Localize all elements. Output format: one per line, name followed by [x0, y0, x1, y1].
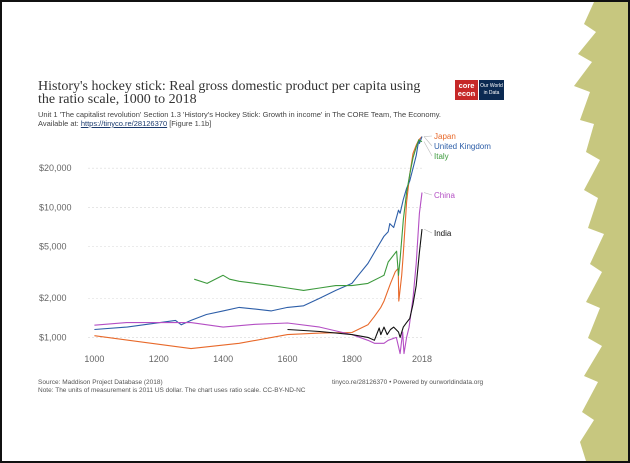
decorative-leaf-border	[574, 2, 628, 461]
x-tick-label: 1000	[84, 354, 104, 364]
source-link[interactable]: https://tinyco.re/28126370	[80, 119, 168, 128]
end-label-italy: Italy	[434, 152, 449, 161]
y-tick-label: $5,000	[39, 241, 67, 251]
y-tick-label: $2,000	[39, 293, 67, 303]
core-econ-logo: core econ	[455, 80, 478, 100]
end-label-connector	[423, 136, 433, 147]
end-label-connector	[423, 192, 433, 196]
y-tick-label: $20,000	[39, 163, 72, 173]
core-logo-line1: core	[458, 81, 475, 90]
end-label-united-kingdom: United Kingdom	[434, 142, 491, 151]
y-tick-label: $10,000	[39, 202, 72, 212]
core-logo-line2: econ	[457, 89, 476, 98]
our-world-in-data-logo: Our World in Data	[479, 80, 504, 100]
subtitle-text: Unit 1 'The capitalist revolution' Secti…	[38, 110, 442, 119]
end-label-japan: Japan	[434, 132, 456, 141]
x-tick-label: 1200	[149, 354, 169, 364]
end-label-connector	[423, 141, 433, 157]
units-note: Note: The units of measurement is 2011 U…	[38, 387, 306, 394]
end-label-connector	[423, 228, 433, 234]
series-line-china	[94, 192, 423, 355]
series-line-united-kingdom	[94, 136, 423, 331]
x-tick-label: 1800	[342, 354, 362, 364]
x-tick-label: 2018	[412, 354, 432, 364]
end-label-connector	[423, 135, 433, 137]
end-label-china: China	[434, 191, 455, 200]
available-suffix: [Figure 1.1b]	[167, 119, 212, 128]
chart-footer: Source: Maddison Project Database (2018)…	[38, 379, 518, 395]
chart-subtitle: Unit 1 'The capitalist revolution' Secti…	[38, 110, 518, 128]
series-line-italy	[194, 139, 423, 291]
available-prefix: Available at:	[38, 119, 81, 128]
owid-logo-line2: in Data	[483, 90, 500, 96]
y-tick-label: $1,000	[39, 332, 67, 342]
owid-logo-line1: Our World	[480, 83, 503, 89]
leaf-shape	[574, 2, 628, 461]
credit-note[interactable]: tinyco.re/28126370 • Powered by ourworld…	[332, 379, 484, 386]
end-label-india: India	[434, 229, 452, 238]
chart-title: History's hockey stick: Real gross domes…	[38, 79, 421, 107]
availability-line: Available at: https://tinyco.re/28126370…	[38, 119, 518, 128]
source-note: Source: Maddison Project Database (2018)	[38, 379, 163, 386]
x-tick-label: 1400	[213, 354, 233, 364]
series-line-india	[287, 229, 423, 341]
x-tick-label: 1600	[277, 354, 297, 364]
